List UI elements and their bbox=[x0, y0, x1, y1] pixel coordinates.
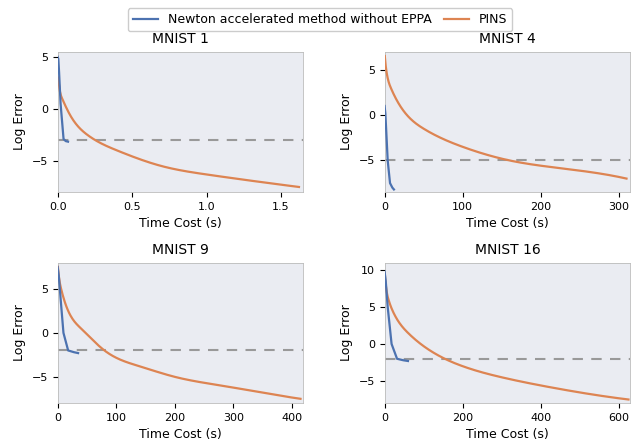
X-axis label: Time Cost (s): Time Cost (s) bbox=[466, 428, 549, 441]
X-axis label: Time Cost (s): Time Cost (s) bbox=[139, 217, 222, 230]
Y-axis label: Log Error: Log Error bbox=[13, 94, 26, 150]
Title: MNIST 1: MNIST 1 bbox=[152, 32, 209, 46]
Title: MNIST 16: MNIST 16 bbox=[475, 243, 540, 257]
Legend: Newton accelerated method without EPPA, PINS: Newton accelerated method without EPPA, … bbox=[127, 9, 513, 31]
Y-axis label: Log Error: Log Error bbox=[340, 94, 353, 150]
Title: MNIST 9: MNIST 9 bbox=[152, 243, 209, 257]
Y-axis label: Log Error: Log Error bbox=[13, 305, 26, 361]
X-axis label: Time Cost (s): Time Cost (s) bbox=[139, 428, 222, 441]
X-axis label: Time Cost (s): Time Cost (s) bbox=[466, 217, 549, 230]
Y-axis label: Log Error: Log Error bbox=[340, 305, 353, 361]
Title: MNIST 4: MNIST 4 bbox=[479, 32, 536, 46]
